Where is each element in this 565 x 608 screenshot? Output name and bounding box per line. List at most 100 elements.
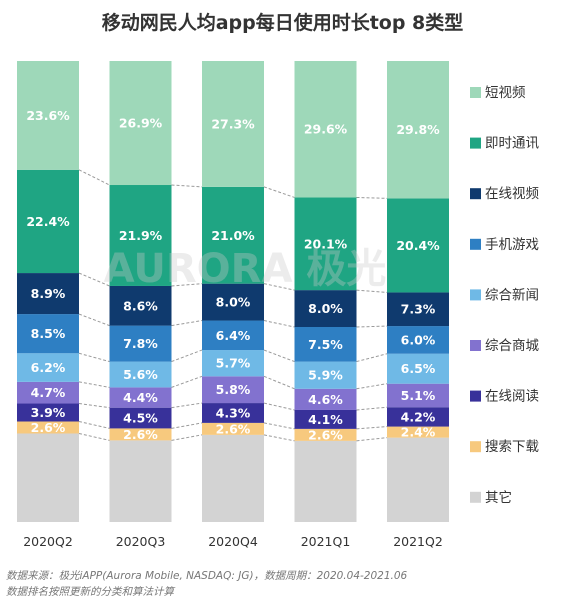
footnote-note: 数据排名按照更新的分类和算法计算: [6, 586, 174, 598]
data-label: 7.5%: [308, 337, 343, 352]
data-label: 22.4%: [26, 214, 70, 229]
bar-segment: [202, 186, 264, 284]
bar-segment: [202, 403, 264, 423]
legend-label: 在线阅读: [485, 389, 539, 405]
footnote: 数据来源：极光iAPP(Aurora Mobile, NASDAQ: JG)，数…: [6, 568, 561, 600]
bar-segment: [387, 383, 449, 408]
bar-segment: [202, 350, 264, 377]
connector-line: [78, 433, 110, 441]
bar-segment: [109, 440, 172, 522]
bar-segment: [387, 198, 449, 293]
legend-label: 综合新闻: [485, 287, 539, 303]
legend-label: 在线视频: [485, 186, 539, 202]
data-label: 29.8%: [396, 122, 440, 137]
connector-line: [263, 375, 295, 390]
legend-swatch: [470, 137, 481, 149]
bar-segment: [294, 290, 357, 327]
connector-line: [78, 403, 110, 409]
bar-segment: [294, 388, 357, 410]
connector-line: [356, 196, 388, 199]
data-label: 2.6%: [31, 420, 66, 435]
data-label: 6.2%: [31, 360, 66, 375]
connector-line: [263, 422, 295, 430]
connector-line: [171, 402, 203, 409]
connector-line: [356, 325, 388, 328]
data-label: 5.6%: [123, 367, 158, 382]
bar-segment: [17, 421, 79, 434]
data-label: 7.3%: [401, 302, 436, 317]
connector-line: [263, 320, 295, 328]
data-label: 5.9%: [308, 368, 343, 383]
bar-segment: [294, 326, 357, 362]
data-label: 4.6%: [308, 392, 343, 407]
legend-swatch: [470, 87, 481, 98]
connector-line: [263, 402, 295, 411]
data-label: 5.7%: [216, 356, 251, 371]
bar-segment: [17, 353, 79, 382]
data-label: 4.2%: [401, 409, 436, 424]
legend-label: 搜索下载: [485, 439, 539, 455]
data-label: 20.1%: [304, 236, 348, 251]
data-label: 8.0%: [216, 295, 251, 310]
data-label: 6.0%: [401, 332, 436, 347]
legend-label: 综合商城: [485, 338, 539, 354]
bar-segment: [387, 292, 449, 327]
data-label: 20.4%: [396, 238, 440, 253]
connector-line: [78, 169, 110, 186]
connector-line: [356, 289, 388, 293]
x-tick-label: 2021Q1: [301, 534, 351, 549]
data-label: 23.6%: [26, 108, 70, 123]
connector-line: [171, 283, 203, 287]
legend-swatch: [470, 390, 481, 402]
connector-line: [171, 375, 203, 388]
connector-lines: [78, 169, 388, 442]
bar-segment: [17, 169, 79, 274]
bar-segment: [202, 434, 264, 522]
bar-segment: [294, 361, 357, 389]
legend-label: 其它: [485, 489, 512, 506]
bar-segment: [202, 320, 264, 351]
bar-segment: [294, 440, 357, 522]
connector-line: [356, 426, 388, 430]
bar-segment: [202, 422, 264, 435]
data-label: 8.6%: [123, 298, 158, 313]
bar-segment: [387, 326, 449, 354]
data-label: 27.3%: [211, 116, 255, 131]
legend-swatch: [470, 238, 481, 250]
bar-segment: [17, 433, 79, 522]
bar-segment: [17, 381, 79, 404]
bar-segment: [109, 407, 172, 429]
bar-segment: [17, 403, 79, 422]
data-label: 5.1%: [401, 388, 436, 403]
bar-segment: [109, 361, 172, 388]
bar-segment: [387, 61, 449, 199]
data-label: 2.6%: [123, 427, 158, 442]
bar-segment: [109, 185, 172, 286]
bar-segment: [202, 283, 264, 321]
connector-line: [171, 422, 203, 429]
footnote-source: 数据来源：极光iAPP(Aurora Mobile, NASDAQ: JG)，数…: [6, 570, 408, 582]
legend-label: 手机游戏: [485, 237, 539, 253]
bar-segment: [17, 61, 79, 170]
bar-segment: [387, 353, 449, 384]
x-tick-label: 2020Q2: [23, 534, 73, 549]
data-label: 4.5%: [123, 411, 158, 426]
bar-segment: [109, 61, 172, 186]
legend-label: 短视频: [485, 85, 526, 101]
legend-swatch: [470, 188, 481, 200]
data-label: 2.6%: [308, 427, 343, 442]
connector-line: [356, 406, 388, 411]
data-label: 29.6%: [304, 122, 348, 137]
data-label: 6.5%: [401, 361, 436, 376]
bar-segment: [109, 285, 172, 326]
x-axis: 2020Q2 2020Q3 2020Q4 2021Q1 2021Q2: [23, 534, 443, 549]
bar-segment: [294, 197, 357, 291]
bar-segment: [202, 376, 264, 404]
bars: [17, 61, 449, 522]
connector-line: [78, 272, 110, 287]
data-label: 26.9%: [119, 116, 163, 131]
connector-line: [171, 349, 203, 363]
data-label: 4.7%: [31, 385, 66, 400]
x-tick-label: 2020Q3: [116, 534, 166, 549]
x-tick-label: 2021Q2: [393, 534, 443, 549]
